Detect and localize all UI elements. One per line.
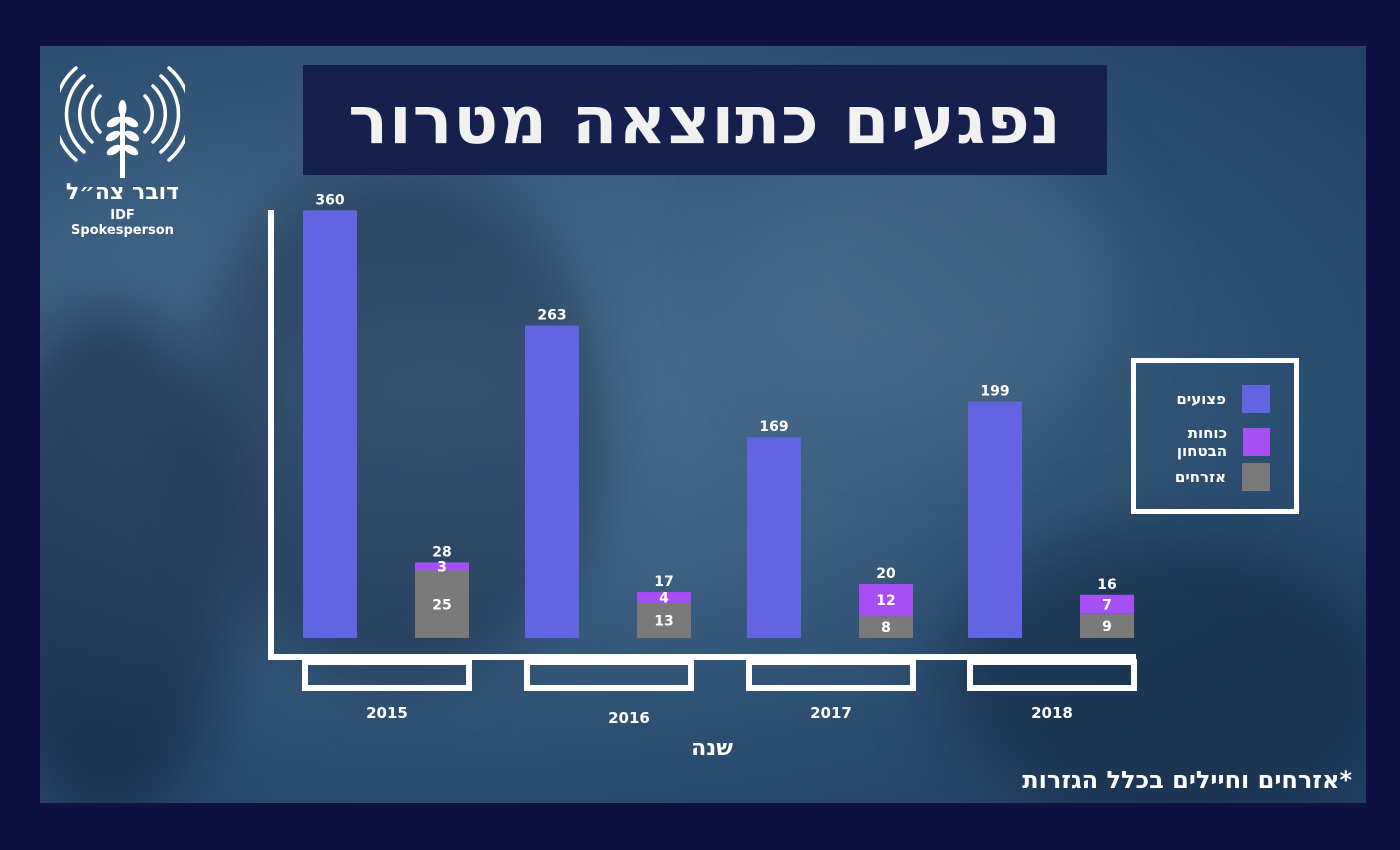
- title-banner: נפגעים כתוצאה מטרור: [303, 65, 1107, 175]
- bar-attacks: [525, 325, 579, 638]
- label-casualty-total: 20: [876, 566, 896, 582]
- chart-bars: [303, 210, 1134, 638]
- bar-security-forces: [637, 592, 691, 603]
- label-security-forces: 3: [437, 559, 447, 575]
- category-bracket: [302, 659, 472, 691]
- label-security-forces: 7: [1102, 597, 1112, 613]
- label-attacks: 199: [980, 384, 1009, 400]
- label-civilians: 8: [881, 620, 891, 636]
- x-tick-label: 2015: [366, 704, 408, 722]
- label-casualty-total: 28: [432, 544, 451, 560]
- label-civilians: 25: [432, 597, 451, 613]
- bar-security-forces: [859, 584, 913, 617]
- label-civilians: 9: [1102, 619, 1112, 635]
- bar-attacks: [303, 210, 357, 638]
- label-attacks: 360: [315, 192, 344, 208]
- legend-item-attacks: פצועים: [1176, 385, 1270, 413]
- chart-labels: 360 25 328 2015 263 13 417 2016 169 8 12 20 2017 199 9…: [315, 192, 1116, 761]
- logo-english-text: IDF Spokesperson: [71, 208, 174, 238]
- page-title: נפגעים כתוצאה מטרור: [348, 81, 1062, 159]
- label-civilians: 13: [654, 613, 673, 629]
- bar-civilians: [415, 570, 469, 638]
- chart-frame: [268, 210, 1137, 691]
- bar-attacks: [747, 437, 801, 638]
- bar-civilians: [637, 602, 691, 638]
- legend-label-security: כוחות הבטחון: [1176, 424, 1228, 460]
- category-bracket: [524, 659, 694, 691]
- x-tick-label: 2017: [810, 704, 852, 722]
- legend-item-security: כוחות הבטחון: [1136, 424, 1270, 460]
- logo-hebrew-text: דובר צה״ל: [65, 180, 180, 205]
- x-tick-label: 2016: [608, 709, 650, 727]
- bar-attacks: [968, 401, 1022, 638]
- bar-security-forces: [415, 562, 469, 571]
- category-bracket: [967, 659, 1137, 691]
- label-attacks: 169: [759, 419, 788, 435]
- label-attacks: 263: [537, 308, 566, 324]
- x-axis-title: שנה: [691, 736, 733, 761]
- label-security-forces: 4: [659, 591, 669, 607]
- label-casualty-total: 17: [654, 574, 673, 590]
- legend-swatch-attacks: [1242, 385, 1270, 413]
- x-tick-label: 2018: [1031, 704, 1073, 722]
- legend-item-civilians: אזרחים: [1175, 463, 1270, 491]
- label-casualty-total: 16: [1097, 577, 1116, 593]
- legend-swatch-security: [1243, 428, 1270, 456]
- category-bracket: [746, 659, 916, 691]
- legend-label-attacks: פצועים: [1176, 390, 1226, 408]
- bar-security-forces: [1080, 594, 1134, 614]
- bar-civilians: [859, 616, 913, 638]
- legend-label-civilians: אזרחים: [1174, 468, 1226, 486]
- legend: פצועים כוחות הבטחון אזרחים: [1131, 358, 1299, 514]
- legend-swatch-civilians: [1242, 463, 1270, 491]
- footnote: *אזרחים וחיילים בכלל הגזרות: [1022, 766, 1352, 794]
- bar-civilians: [1080, 613, 1134, 638]
- label-security-forces: 12: [876, 593, 895, 609]
